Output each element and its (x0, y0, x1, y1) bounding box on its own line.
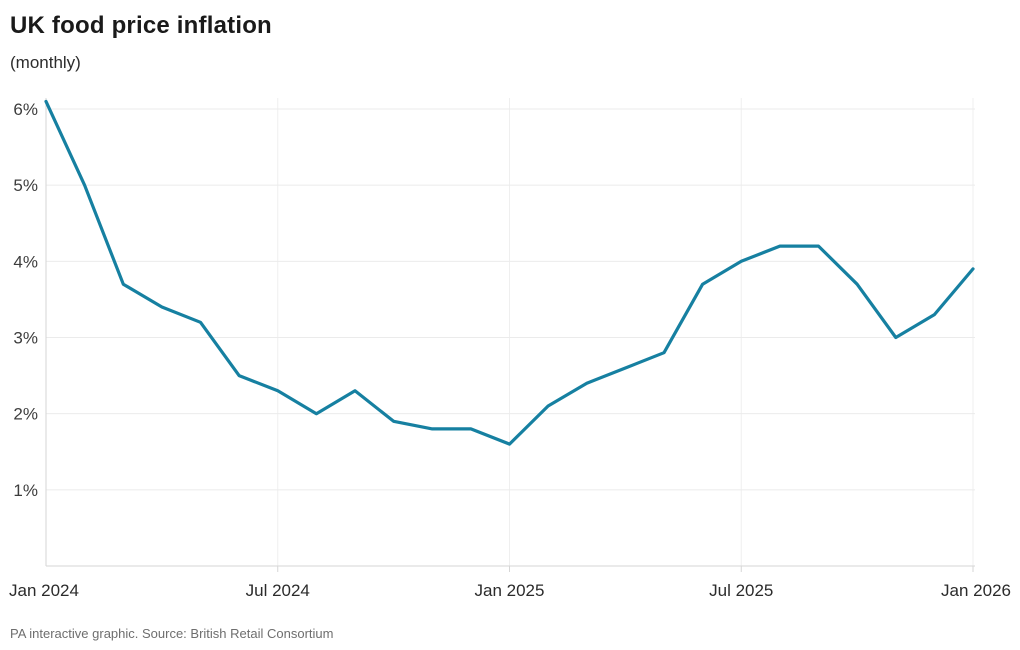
x-axis-tick-label: Jan 2024 (9, 581, 79, 600)
x-axis-tick-label: Jul 2025 (709, 581, 773, 600)
y-axis-tick-label: 4% (13, 252, 38, 271)
x-axis-tick-label: Jul 2024 (246, 581, 310, 600)
page-title: UK food price inflation (10, 12, 272, 39)
y-axis-tick-label: 3% (13, 329, 38, 348)
y-axis-tick-label: 5% (13, 176, 38, 195)
page-subtitle: (monthly) (10, 53, 81, 72)
y-axis-tick-label: 6% (13, 100, 38, 119)
y-axis-tick-label: 2% (13, 405, 38, 424)
y-axis-tick-label: 1% (13, 481, 38, 500)
inflation-data-line (44, 99, 975, 446)
x-axis-tick-label: Jan 2026 (941, 581, 1011, 600)
source-note: PA interactive graphic. Source: British … (10, 626, 334, 641)
x-axis-tick-label: Jan 2025 (475, 581, 545, 600)
